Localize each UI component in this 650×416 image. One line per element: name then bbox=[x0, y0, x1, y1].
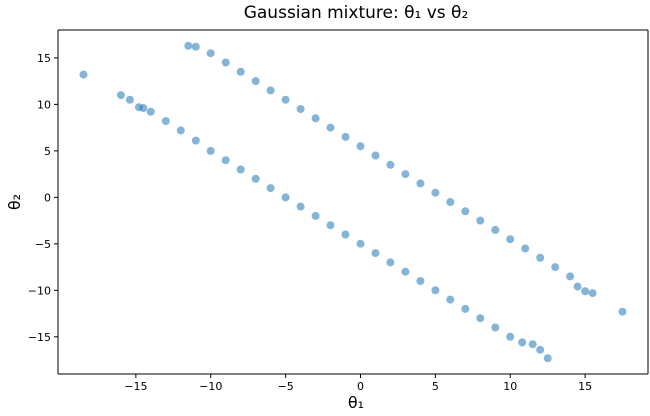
chart-title: Gaussian mixture: θ₁ vs θ₂ bbox=[244, 3, 469, 23]
data-point bbox=[184, 41, 193, 50]
data-point bbox=[116, 91, 125, 100]
data-point bbox=[341, 132, 350, 141]
y-tick-label: −15 bbox=[28, 331, 51, 344]
data-point bbox=[281, 193, 290, 202]
data-point bbox=[431, 286, 440, 295]
x-tick-label: −5 bbox=[278, 380, 294, 393]
data-point bbox=[446, 295, 455, 304]
data-point bbox=[491, 323, 500, 332]
data-point bbox=[296, 202, 305, 211]
data-point bbox=[461, 207, 470, 216]
data-point bbox=[536, 345, 545, 354]
data-point bbox=[431, 188, 440, 197]
points-layer bbox=[79, 41, 627, 363]
data-point bbox=[521, 244, 530, 253]
data-point bbox=[371, 151, 380, 160]
data-point bbox=[581, 287, 590, 296]
data-point bbox=[356, 142, 365, 151]
data-point bbox=[281, 95, 290, 104]
data-point bbox=[476, 216, 485, 225]
x-tick-label: 5 bbox=[432, 380, 439, 393]
x-tick-label: −15 bbox=[124, 380, 147, 393]
x-axis-ticks: −15 −10 −5 0 5 10 15 bbox=[124, 374, 592, 393]
plot-area bbox=[58, 30, 648, 374]
data-point bbox=[266, 184, 275, 193]
data-point bbox=[206, 146, 215, 155]
data-point bbox=[416, 179, 425, 188]
data-point bbox=[506, 235, 515, 244]
data-point bbox=[236, 67, 245, 76]
data-point bbox=[326, 123, 335, 132]
y-axis-label: θ₂ bbox=[5, 194, 24, 210]
data-point bbox=[588, 289, 597, 298]
data-point bbox=[251, 174, 260, 183]
data-point bbox=[446, 198, 455, 206]
data-point bbox=[543, 354, 552, 363]
data-point bbox=[491, 225, 500, 234]
data-point bbox=[251, 77, 260, 86]
data-point bbox=[386, 160, 395, 169]
data-point bbox=[618, 307, 627, 316]
y-tick-label: −5 bbox=[35, 238, 51, 251]
data-point bbox=[176, 126, 185, 135]
axes-frame bbox=[57, 29, 649, 375]
data-point bbox=[551, 263, 560, 272]
data-point bbox=[191, 136, 200, 145]
data-point bbox=[416, 277, 425, 285]
data-point bbox=[236, 165, 245, 174]
data-point bbox=[518, 338, 527, 347]
data-point bbox=[326, 221, 335, 230]
data-point bbox=[146, 107, 155, 116]
data-point bbox=[296, 105, 305, 113]
data-point bbox=[125, 95, 134, 104]
y-tick-label: 10 bbox=[37, 98, 51, 111]
y-tick-label: 15 bbox=[37, 52, 51, 65]
data-point bbox=[461, 304, 470, 313]
data-point bbox=[573, 282, 582, 291]
y-axis-ticks: −15 −10 −5 0 5 10 15 bbox=[28, 52, 58, 344]
data-point bbox=[528, 340, 537, 349]
x-tick-label: 10 bbox=[503, 380, 517, 393]
y-tick-label: −10 bbox=[28, 284, 51, 297]
data-point bbox=[566, 272, 575, 281]
data-point bbox=[341, 230, 350, 239]
x-tick-label: 0 bbox=[357, 380, 364, 393]
data-point bbox=[161, 117, 170, 126]
y-tick-label: 0 bbox=[44, 191, 51, 204]
x-tick-label: 15 bbox=[578, 380, 592, 393]
data-point bbox=[401, 267, 410, 276]
data-point bbox=[536, 253, 545, 262]
data-point bbox=[191, 42, 200, 51]
data-point bbox=[401, 170, 410, 179]
data-point bbox=[356, 239, 365, 248]
data-point bbox=[221, 58, 230, 67]
data-point bbox=[221, 156, 230, 165]
data-point bbox=[311, 114, 320, 123]
data-point bbox=[206, 49, 215, 58]
data-point bbox=[476, 314, 485, 323]
data-point bbox=[139, 104, 148, 113]
x-axis-label: θ₁ bbox=[348, 393, 364, 412]
data-point bbox=[79, 70, 88, 79]
data-point bbox=[266, 86, 275, 95]
y-tick-label: 5 bbox=[44, 145, 51, 158]
data-point bbox=[311, 211, 320, 220]
data-point bbox=[386, 258, 395, 267]
data-point bbox=[506, 332, 515, 341]
x-tick-label: −10 bbox=[199, 380, 222, 393]
data-point bbox=[371, 249, 380, 258]
